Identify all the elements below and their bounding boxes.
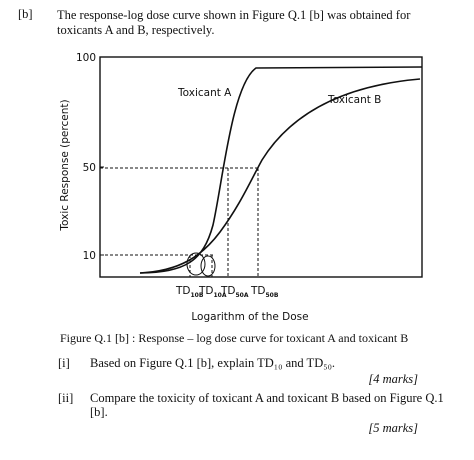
figure: Toxic Response (percent) Logarithm of th… [59,56,423,345]
td-main: TD [250,285,266,297]
td-label: TD10A [198,285,227,299]
y-axis-label: Toxic Response (percent) [59,99,71,231]
parts: [i] Based on Figure Q.1 [b], explain TD₁₀… [58,356,444,435]
axes-frame [99,56,423,278]
td-main: TD [175,285,191,297]
part-label: [i] [58,356,70,370]
part-text: Compare the toxicity of toxicant A and t… [90,391,444,405]
circle-mark [186,252,206,276]
td-sub: 50B [266,292,279,299]
curve-a [139,66,423,274]
curve-label: Toxicant B [327,94,381,106]
td-main: TD [198,285,214,297]
question-text: The response-log dose curve shown in Fig… [57,8,411,22]
curve-b [139,78,421,274]
part-marks: [4 marks] [368,372,418,386]
y-tick-label: 10 [83,250,96,262]
y-tick-label: 100 [76,52,96,64]
curve-label: Toxicant A [177,87,232,99]
question-label: [b] [18,7,33,21]
circle-mark [200,255,216,277]
part-text: Based on Figure Q.1 [b], explain TD₁₀ an… [90,356,335,370]
td-sub: 10A [214,292,227,299]
part-label: [ii] [58,391,73,405]
x-axis-label: Logarithm of the Dose [191,311,308,323]
part-marks: [5 marks] [368,421,418,435]
y-tick-label: 50 [83,162,96,174]
td-label: TD10B [175,285,204,299]
figure-caption: Figure Q.1 [b] : Response – log dose cur… [60,331,408,345]
td-label: TD50A [220,285,249,299]
td-sub: 10B [191,292,204,299]
td-sub: 50A [236,292,249,299]
td-main: TD [220,285,236,297]
guide-lines [100,167,259,277]
question-text: toxicants A and B, respectively. [57,23,215,37]
part-text: [b]. [90,405,108,419]
td-label: TD50B [250,285,279,299]
